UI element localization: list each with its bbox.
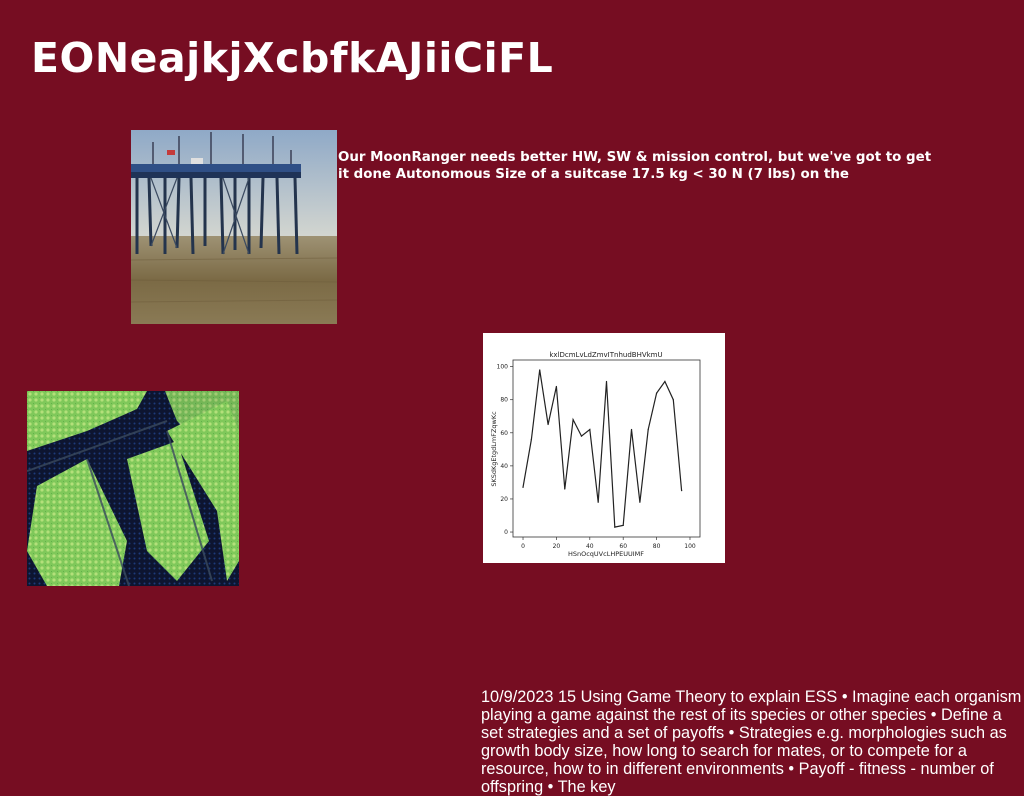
chart-data-point [681,490,683,492]
butterfly-wing-icon [27,391,239,586]
y-tick-label: 80 [500,397,508,404]
chart-plot-area [512,359,701,538]
chart-data-point [630,428,633,431]
chart-data-point [530,438,532,441]
y-tick-label: 40 [500,463,508,470]
chart-data-point [572,418,574,421]
chart-data-point [614,526,616,528]
x-tick-label: 40 [586,543,594,550]
chart-data-point [639,501,641,503]
chart-data-point [589,428,591,431]
chart-data-point [539,369,541,371]
x-tick-label: 80 [653,543,661,550]
chart-data-point [547,423,549,426]
chart-data-point [664,380,666,383]
chart-data-point [655,392,658,394]
chart-data-point [580,435,583,437]
x-tick-label: 60 [619,543,627,550]
x-tick-label: 100 [684,543,696,550]
chart-data-point [647,428,649,431]
chart-series-line [522,369,683,528]
chart-title: kxlDcmLvLdZmvITnhudBHVkmU [549,351,662,359]
x-tick-label: 20 [553,543,561,550]
slide-title: EONeajkjXcbfkAJiiCiFL [31,34,554,82]
chart-xlabel: HSnOcqUVcLHPEUUIMF [568,550,644,558]
y-tick-label: 20 [500,496,508,503]
body-text: 10/9/2023 15 Using Game Theory to explai… [481,688,1022,796]
y-tick-label: 100 [497,364,509,371]
y-tick-label: 60 [500,430,508,437]
chart-data-point [605,380,608,383]
chart-ylabel: SKSdKgEtgdLmFZqwKc [490,411,498,487]
chart-data-point [622,524,624,527]
x-tick-label: 0 [521,543,525,550]
chart-data-point [564,488,566,490]
y-tick-label: 0 [504,529,508,536]
pier-caption: Our MoonRanger needs better HW, SW & mis… [338,150,932,182]
chart-data-point [597,501,599,503]
chart-data-point [522,486,524,488]
line-chart: kxlDcmLvLdZmvITnhudBHVkmU HSnOcqUVcLHPEU… [483,333,725,563]
chart-data-point [672,399,674,401]
pier-photo-icon [131,130,337,324]
chart-data-point [555,385,558,388]
